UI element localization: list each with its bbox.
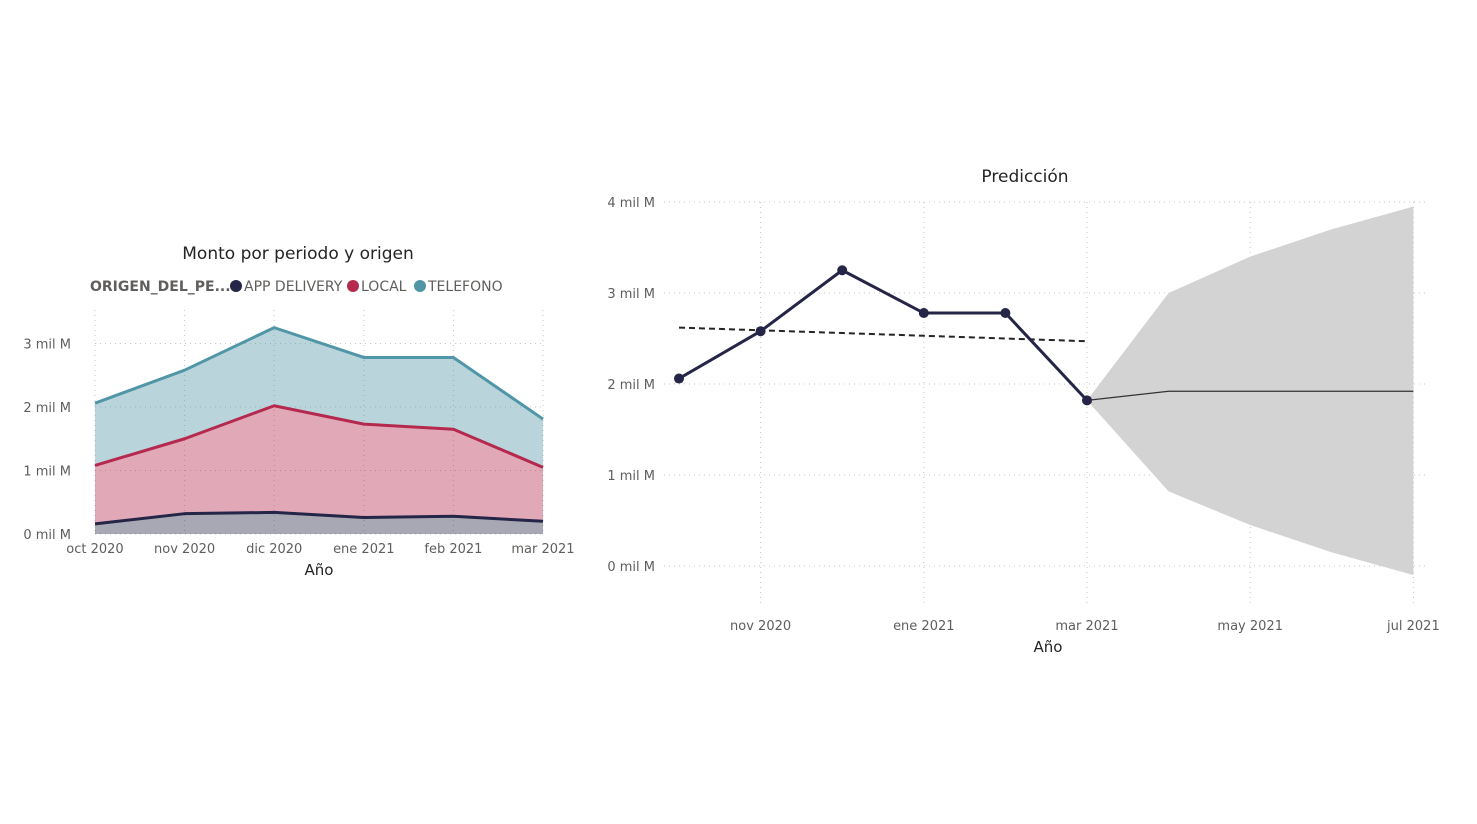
legend-title: ORIGEN_DEL_PE...: [90, 279, 231, 295]
forecast-chart-y-axis: 0 mil M 1 mil M 2 mil M 3 mil M 4 mil M: [607, 196, 655, 575]
area-chart-plot[interactable]: [94, 326, 544, 534]
y-tick-label: 0 mil M: [607, 560, 655, 575]
area-fill-telefono[interactable]: [95, 327, 543, 468]
forecast-line[interactable]: [1086, 390, 1414, 401]
area-line-telefono[interactable]: [94, 326, 544, 421]
x-tick-label: jul 2021: [1386, 619, 1440, 634]
x-tick-label: ene 2021: [893, 619, 954, 634]
legend-marker: [230, 280, 242, 292]
legend-item-telefono[interactable]: TELEFONO: [414, 279, 503, 295]
legend-marker: [347, 280, 359, 292]
data-point[interactable]: [755, 326, 766, 337]
area-line-local[interactable]: [94, 404, 544, 469]
legend-marker: [414, 280, 426, 292]
y-tick-label: 1 mil M: [607, 469, 655, 484]
forecast-chart-title: Predicción: [981, 167, 1068, 187]
legend-item-app-delivery[interactable]: APP DELIVERY: [230, 279, 343, 295]
area-chart-x-axis: oct 2020 nov 2020 dic 2020 ene 2021 feb 2021…: [66, 542, 574, 557]
data-point[interactable]: [674, 373, 684, 384]
forecast-chart-x-axis: nov 2020 ene 2021 mar 2021 may 2021 jul 2021: [730, 619, 1440, 634]
data-point[interactable]: [1082, 395, 1092, 406]
x-tick-label: may 2021: [1217, 619, 1283, 634]
y-tick-label: 0 mil M: [23, 528, 71, 543]
data-point[interactable]: [918, 308, 929, 319]
x-tick-label: mar 2021: [511, 542, 574, 557]
x-tick-label: ene 2021: [333, 542, 394, 557]
y-tick-label: 3 mil M: [23, 338, 71, 353]
data-point[interactable]: [837, 265, 848, 276]
trend-line[interactable]: [678, 326, 1088, 343]
y-tick-label: 4 mil M: [607, 196, 655, 211]
area-fill-local[interactable]: [95, 405, 543, 524]
area-chart[interactable]: Monto por periodo y origen ORIGEN_DEL_PE…: [23, 244, 574, 579]
x-tick-label: nov 2020: [154, 542, 215, 557]
data-point[interactable]: [1000, 308, 1011, 319]
x-tick-label: nov 2020: [730, 619, 791, 634]
y-tick-label: 2 mil M: [23, 401, 71, 416]
forecast-chart[interactable]: Predicción 0 mil M 1 mil M 2 mil M 3 mil M 4…: [607, 167, 1439, 656]
forecast-chart-plot[interactable]: [674, 206, 1414, 576]
legend-label: LOCAL: [361, 279, 407, 295]
x-tick-label: dic 2020: [246, 542, 302, 557]
area-chart-title: Monto por periodo y origen: [182, 244, 413, 264]
legend-label: APP DELIVERY: [244, 279, 343, 295]
y-tick-label: 3 mil M: [607, 287, 655, 302]
y-tick-label: 1 mil M: [23, 465, 71, 480]
area-line-app-delivery[interactable]: [94, 510, 544, 526]
area-chart-y-axis: 0 mil M 1 mil M 2 mil M 3 mil M: [23, 338, 71, 544]
y-tick-label: 2 mil M: [607, 378, 655, 393]
area-chart-legend[interactable]: ORIGEN_DEL_PE... APP DELIVERY LOCAL TELEFO…: [90, 279, 503, 295]
legend-item-local[interactable]: LOCAL: [347, 279, 407, 295]
legend-label: TELEFONO: [427, 279, 503, 295]
x-tick-label: feb 2021: [424, 542, 482, 557]
area-chart-x-axis-title: Año: [305, 561, 334, 579]
actual-series-line[interactable]: [678, 268, 1089, 402]
x-tick-label: oct 2020: [66, 542, 123, 557]
forecast-chart-x-axis-title: Año: [1034, 638, 1063, 656]
x-tick-label: mar 2021: [1055, 619, 1118, 634]
